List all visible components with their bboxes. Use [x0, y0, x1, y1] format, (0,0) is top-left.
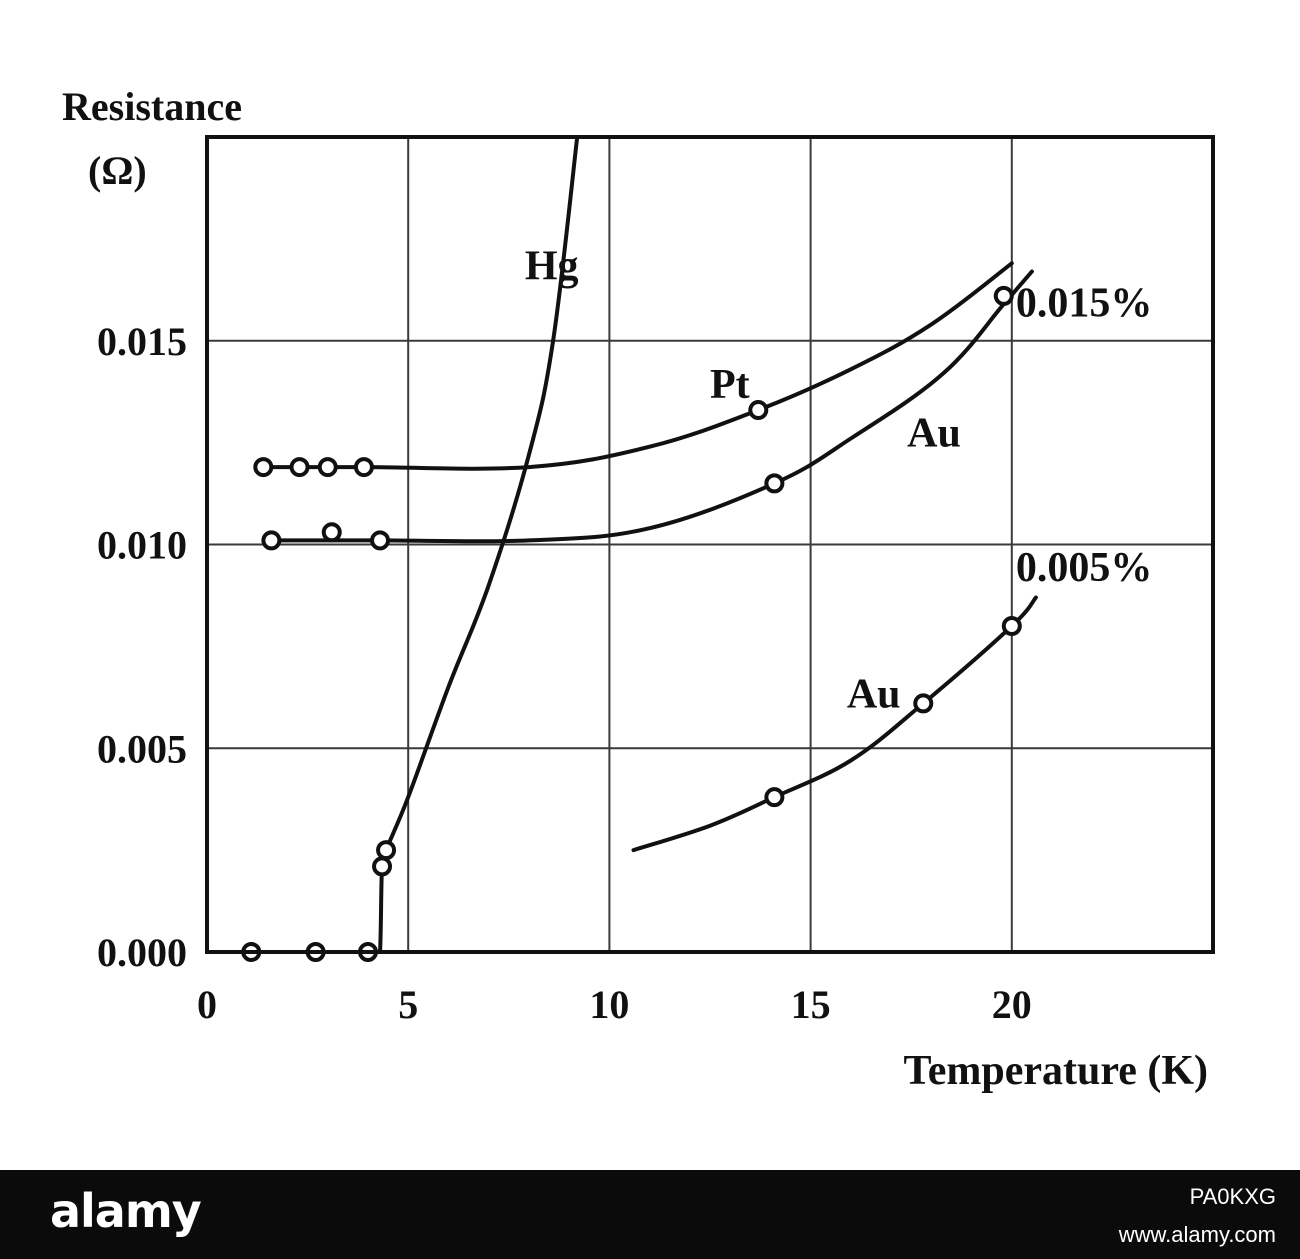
plot-frame [205, 135, 1215, 954]
data-point-pt-4 [353, 457, 374, 478]
y-tick-label-0.015: 0.015 [97, 319, 187, 364]
annotations: Hg Pt Au 0.015% 0.005% Au [525, 244, 1152, 718]
data-point-au-0-015-5 [993, 285, 1014, 306]
annotation-0-005-5: 0.005% [1016, 545, 1153, 591]
y-axis-label-line-2: (Ω) [88, 148, 147, 193]
data-point-au-0-015-2 [321, 522, 342, 543]
brand-logo-text: alamy [50, 1184, 202, 1238]
data-point-au-0-005-2 [913, 693, 934, 714]
x-axis-label: Temperature (K) [904, 1048, 1208, 1094]
series-line-hg [249, 137, 580, 952]
data-point-au-0-005-3 [1001, 616, 1022, 636]
resistance-temperature-chart: 0 5 10 15 20 0.000 0.005 0.010 0.015 Hg Pt Au 0.015… [62, 84, 1215, 1094]
series-line-au-0-005 [631, 595, 1038, 853]
series-line-au-0-015 [269, 269, 1034, 544]
annotation-au-3: Au [907, 411, 961, 457]
watermark-footer: alamy PA0KXG www.alamy.com [0, 1170, 1300, 1259]
x-tick-label-20: 20 [992, 982, 1032, 1027]
site-url-text: www.alamy.com [1118, 1222, 1276, 1247]
series-curves [249, 137, 1038, 952]
data-point-au-0-015-3 [370, 530, 391, 551]
tick-labels: 0 5 10 15 20 0.000 0.005 0.010 0.015 [97, 319, 1032, 1027]
series-markers [241, 285, 1022, 962]
data-point-pt-2 [289, 457, 310, 478]
annotation-hg-1: Hg [525, 244, 579, 290]
data-point-pt-3 [317, 457, 338, 478]
data-point-au-0-015-4 [764, 473, 785, 494]
series-line-pt [261, 261, 1014, 471]
data-point-hg-5 [376, 840, 397, 861]
data-point-pt-5 [748, 400, 769, 421]
y-axis-label-line-1: Resistance [62, 84, 242, 129]
y-tick-label-0.000: 0.000 [97, 930, 187, 975]
annotation-au-6: Au [847, 672, 901, 718]
x-tick-label-10: 10 [589, 982, 629, 1027]
y-tick-label-0.010: 0.010 [97, 523, 187, 568]
data-point-au-0-005-1 [764, 787, 785, 808]
data-point-pt-1 [253, 457, 274, 478]
data-point-au-0-015-1 [261, 530, 282, 551]
x-tick-label-5: 5 [398, 982, 418, 1027]
data-point-hg-4 [372, 856, 393, 877]
annotation-pt-2: Pt [710, 362, 750, 408]
x-tick-label-0: 0 [197, 982, 217, 1027]
x-tick-label-15: 15 [791, 982, 831, 1027]
image-id-text: PA0KXG [1189, 1184, 1276, 1209]
annotation-0-015-4: 0.015% [1016, 280, 1153, 326]
y-tick-label-0.005: 0.005 [97, 726, 187, 771]
